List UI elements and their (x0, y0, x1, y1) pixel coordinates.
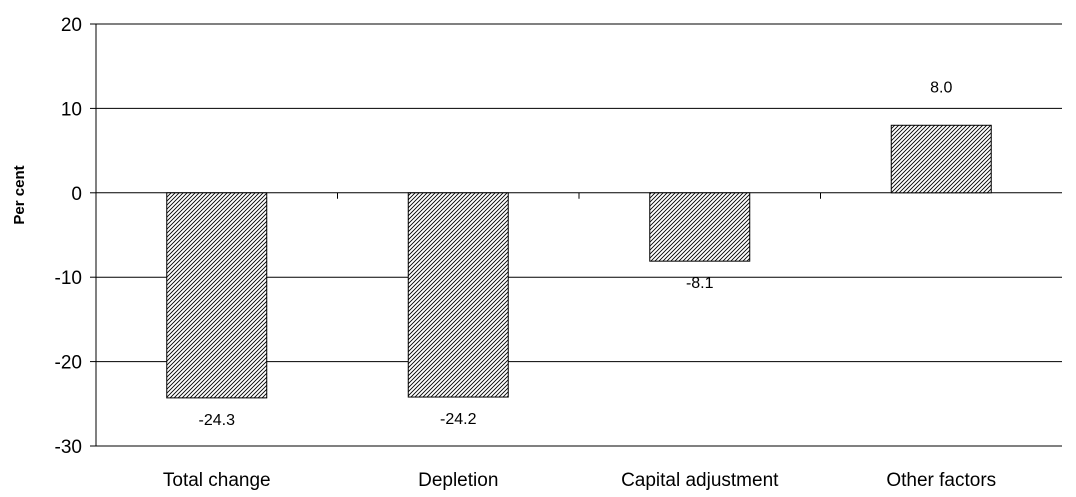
x-category-label: Depletion (418, 470, 498, 491)
bar (166, 192, 268, 399)
y-axis-title: Per cent (11, 165, 28, 224)
bar (649, 192, 751, 262)
data-label: -8.1 (686, 275, 714, 292)
y-tick-label: 0 (71, 184, 82, 205)
data-label: 8.0 (930, 79, 952, 96)
bar (890, 124, 992, 194)
y-tick-label: -30 (55, 437, 82, 458)
bar (407, 192, 509, 398)
axes (90, 23, 821, 447)
y-tick-label: 10 (61, 99, 82, 120)
data-label: -24.3 (199, 412, 236, 429)
x-category-label: Other factors (886, 470, 996, 491)
y-tick-label: 20 (61, 15, 82, 36)
bars (166, 124, 992, 399)
x-category-label: Capital adjustment (621, 470, 779, 491)
data-label: -24.2 (440, 411, 477, 428)
y-tick-label: -20 (55, 353, 82, 374)
labels: 20 10 0 -10 -20 -30 -24.3 Total change -24.2 Depl… (55, 15, 997, 491)
x-category-label: Total change (163, 470, 271, 491)
y-tick-label: -10 (55, 268, 82, 289)
